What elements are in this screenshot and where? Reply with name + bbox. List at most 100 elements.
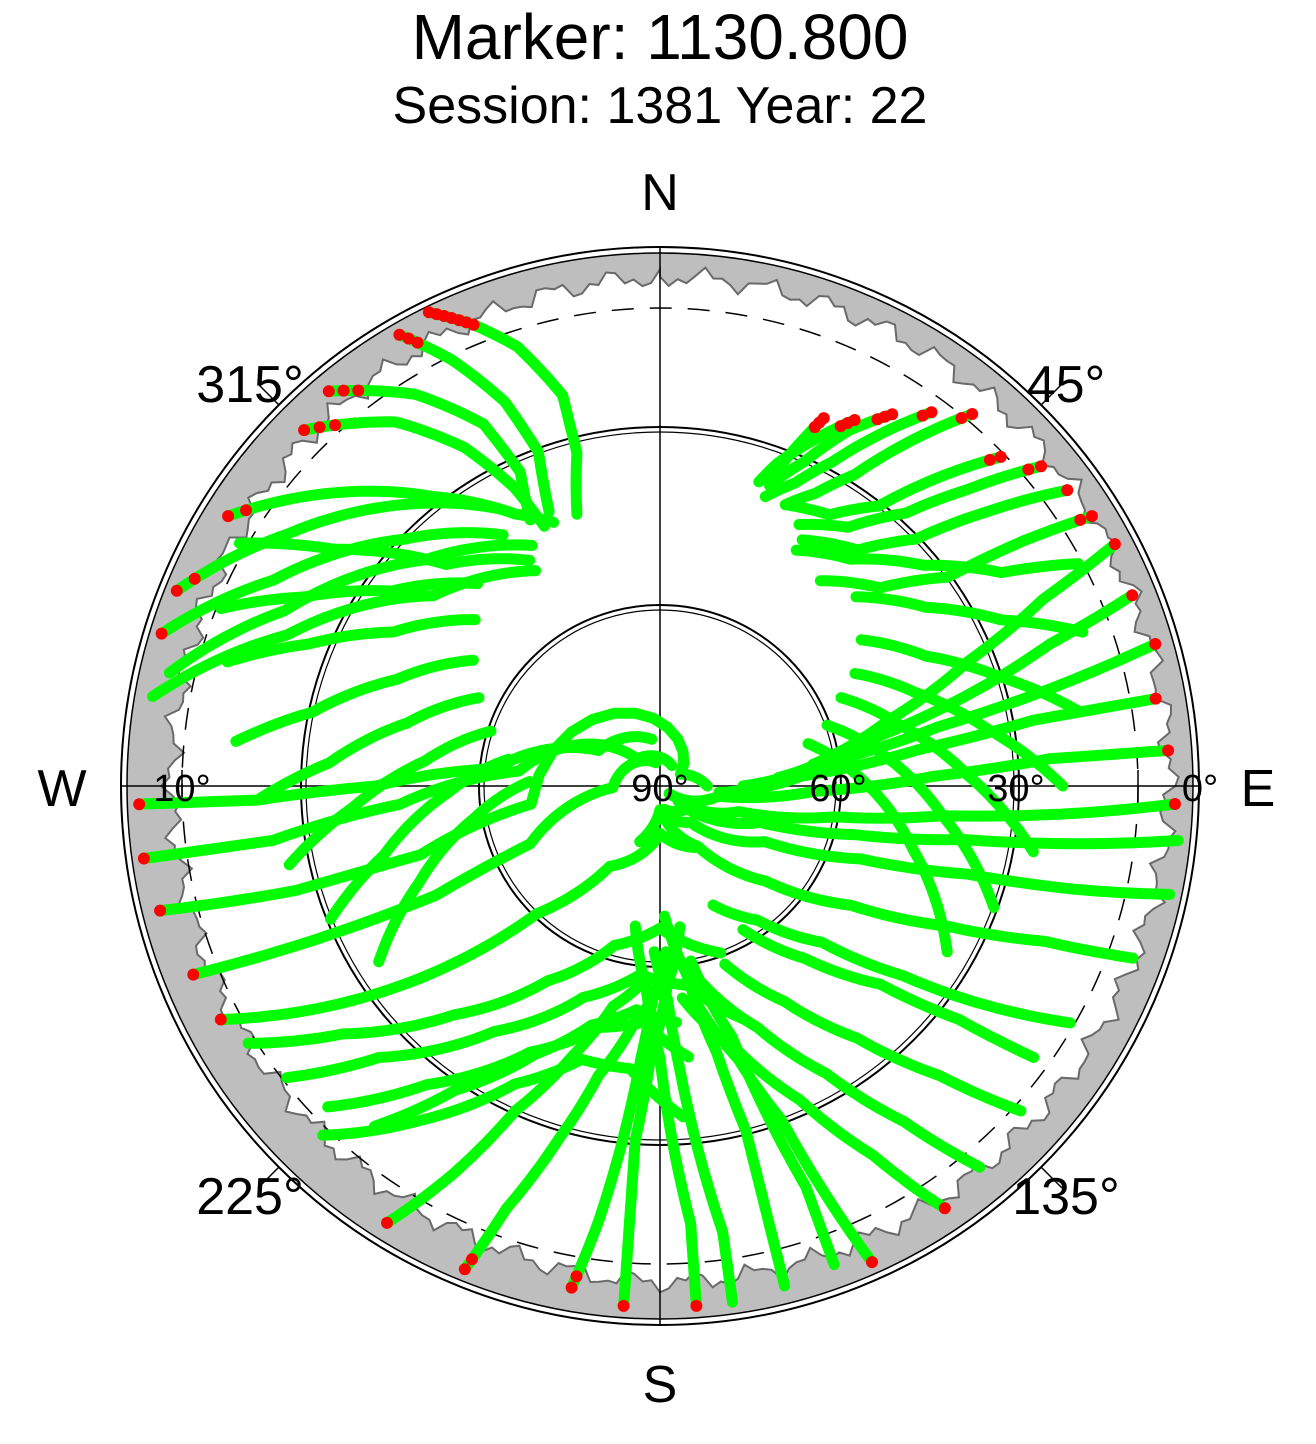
elevation-label-0: 0° xyxy=(1182,768,1218,810)
low-elevation-point xyxy=(466,1253,478,1266)
low-elevation-point xyxy=(916,409,929,422)
satellite-track xyxy=(676,992,951,1214)
low-elevation-point xyxy=(155,627,168,640)
azimuth-label-135: 135° xyxy=(1012,1168,1120,1226)
satellite-track xyxy=(215,827,701,1025)
low-elevation-point xyxy=(983,453,996,466)
elevation-label-90: 90° xyxy=(631,768,688,810)
low-elevation-point xyxy=(1108,538,1121,551)
low-elevation-point xyxy=(966,408,979,420)
horizon-mask-edge xyxy=(159,265,1180,1294)
direction-south: S xyxy=(643,1356,678,1414)
satellite-track xyxy=(779,451,1007,521)
tick-225 xyxy=(257,1166,280,1189)
low-elevation-point xyxy=(617,1299,630,1312)
direction-north: N xyxy=(641,164,679,222)
elevation-label-30: 30° xyxy=(987,768,1044,810)
satellite-track xyxy=(659,910,791,1292)
satellite-track xyxy=(323,385,536,526)
low-elevation-point xyxy=(1149,638,1162,650)
chart-subtitle: Session: 1381 Year: 22 xyxy=(393,77,928,135)
satellite-track xyxy=(233,537,536,570)
satellite-track xyxy=(221,614,481,668)
satellite-track xyxy=(807,538,1121,771)
low-elevation-point xyxy=(298,424,311,437)
satellite-track xyxy=(648,946,738,1308)
low-elevation-point xyxy=(187,968,200,981)
azimuth-label-45: 45° xyxy=(1027,356,1106,414)
low-elevation-point xyxy=(381,1216,393,1229)
polar-grid xyxy=(120,246,1200,1326)
low-elevation-point xyxy=(1162,744,1175,757)
low-elevation-point xyxy=(1168,798,1181,810)
low-elevation-point xyxy=(1074,513,1087,526)
satellite-track xyxy=(154,707,713,917)
satellite-track xyxy=(835,692,1039,858)
satellite-track xyxy=(737,924,1040,1063)
satellite-track xyxy=(393,329,555,517)
low-elevation-point xyxy=(1035,460,1048,473)
satellite-track xyxy=(283,725,497,871)
low-elevation-point xyxy=(565,1281,578,1294)
satellite-track xyxy=(566,946,672,1294)
low-elevation-point xyxy=(240,504,252,517)
satellite-track xyxy=(660,815,1139,964)
satellite-track xyxy=(373,776,536,968)
satellite-track xyxy=(796,484,1073,556)
satellite-track xyxy=(298,416,550,532)
satellite-track xyxy=(230,654,479,747)
low-elevation-point xyxy=(834,420,847,433)
satellite-track xyxy=(459,981,666,1275)
low-elevation-point xyxy=(955,412,968,424)
low-elevation-point xyxy=(690,1299,703,1312)
low-elevation-point xyxy=(188,572,201,585)
low-elevation-point xyxy=(214,1013,227,1026)
low-elevation-point xyxy=(313,421,326,434)
satellite-track xyxy=(802,738,953,958)
elevation-label-60: 60° xyxy=(809,768,866,810)
satellite-track xyxy=(171,497,506,597)
satellite-track xyxy=(672,795,1181,824)
tick-45 xyxy=(1040,383,1063,406)
low-elevation-point xyxy=(337,384,350,397)
azimuth-label-225: 225° xyxy=(196,1168,304,1226)
low-elevation-point xyxy=(808,421,821,434)
satellite-track xyxy=(187,755,662,981)
satellite-track xyxy=(381,980,645,1229)
low-elevation-point xyxy=(570,1270,583,1283)
low-elevation-point xyxy=(1126,589,1139,602)
low-elevation-point xyxy=(170,584,183,597)
low-elevation-point xyxy=(402,332,415,345)
satellite-track xyxy=(629,920,702,1312)
satellite-track xyxy=(779,408,978,511)
satellite-track xyxy=(147,565,542,702)
satellite-tracks xyxy=(133,306,1184,1312)
satellite-track xyxy=(719,958,1027,1117)
low-elevation-point xyxy=(329,419,342,432)
low-elevation-point xyxy=(1149,692,1162,705)
direction-west: W xyxy=(37,760,86,818)
low-elevation-point xyxy=(467,318,480,331)
direction-east: E xyxy=(1241,760,1276,818)
satellite-track xyxy=(252,692,485,806)
satellite-track xyxy=(793,460,1047,533)
satellite-track xyxy=(242,922,727,1049)
low-elevation-points xyxy=(133,306,1181,1312)
satellite-track xyxy=(222,485,559,528)
low-elevation-point xyxy=(1022,463,1035,476)
elevation-label-10: 10° xyxy=(153,768,210,810)
satellite-track xyxy=(759,406,937,503)
low-elevation-point xyxy=(154,904,167,917)
satellite-track xyxy=(707,899,1076,1029)
azimuth-label-315: 315° xyxy=(196,356,304,414)
satellite-track xyxy=(696,977,986,1173)
low-elevation-point xyxy=(1085,510,1098,523)
satellite-track xyxy=(164,539,538,679)
satellite-track xyxy=(850,591,1089,638)
tick-135 xyxy=(1040,1166,1063,1189)
low-elevation-point xyxy=(866,1256,878,1269)
low-elevation-point xyxy=(393,328,406,341)
low-elevation-point xyxy=(1061,484,1074,497)
low-elevation-point xyxy=(938,1202,951,1215)
low-elevation-point xyxy=(322,385,335,398)
